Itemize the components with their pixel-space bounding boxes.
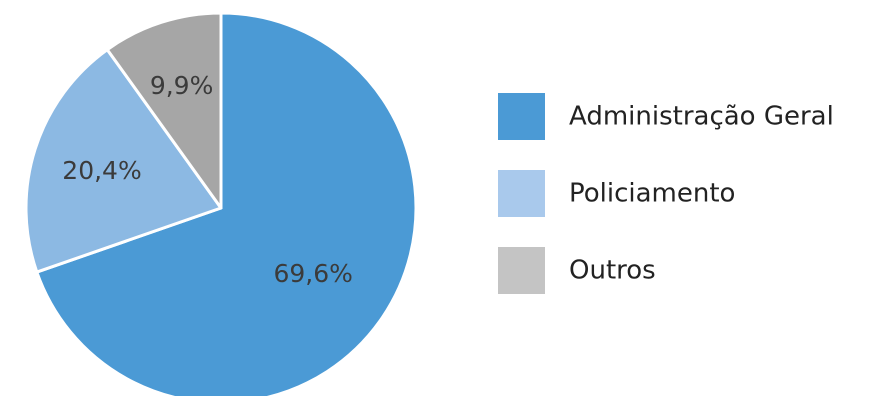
legend-label: Administração Geral [569,102,834,132]
slice-data-label: 9,9% [150,71,214,100]
legend-swatch [498,170,545,217]
legend-swatch [498,247,545,294]
pie-slice-administracao-geral [35,11,418,396]
pie-slices [24,11,418,396]
slice-labels: 69,6% 20,4% 9,9% [62,71,353,288]
pie-slice-outros [105,11,223,210]
legend-item: Outros [498,247,656,294]
slice-data-label: 20,4% [62,156,141,185]
legend-swatch [498,93,545,140]
slice-data-label: 69,6% [273,259,352,288]
legend-item: Administração Geral [498,93,834,140]
legend-item: Policiamento [498,170,735,217]
legend-label: Outros [569,256,656,286]
legend: Administração Geral Policiamento Outros [498,93,834,294]
legend-label: Policiamento [569,179,735,209]
pie-slice-policiamento [24,48,223,274]
